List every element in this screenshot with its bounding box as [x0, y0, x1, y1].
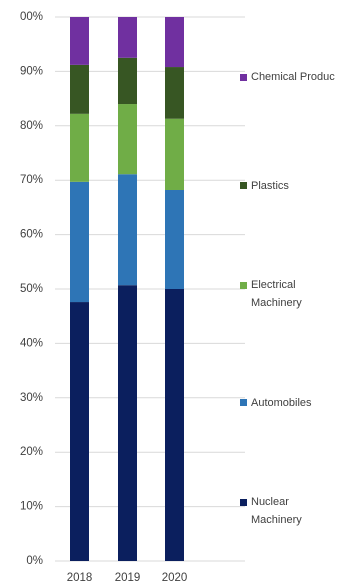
y-tick-label: 40% — [20, 337, 43, 349]
legend-swatch — [240, 399, 247, 406]
legend-item: Plastics — [240, 177, 338, 195]
legend-item: Chemical Produc — [240, 68, 338, 86]
bar-segment — [118, 104, 137, 175]
legend-item: Electrical Machinery — [240, 276, 338, 312]
legend-label: Nuclear Machinery — [251, 496, 302, 526]
bar-segment — [165, 289, 184, 561]
legend-item: Automobiles — [240, 394, 338, 412]
bar-segment — [165, 189, 184, 289]
y-tick-label: 0% — [26, 555, 43, 567]
bar-segment — [70, 113, 89, 182]
x-tick-label: 2019 — [115, 572, 141, 584]
bar-segment — [165, 118, 184, 190]
legend-label: Automobiles — [251, 396, 312, 409]
bar-segment — [165, 17, 184, 68]
legend-swatch — [240, 281, 247, 289]
bar-segment — [118, 174, 137, 286]
bar-segment — [118, 17, 137, 58]
y-tick-label: 30% — [20, 392, 43, 404]
bar-segment — [70, 181, 89, 303]
bar-segment — [70, 64, 89, 114]
y-tick-label: 50% — [20, 283, 43, 295]
bar-segment — [118, 57, 137, 105]
bar-segment — [70, 17, 89, 65]
legend-swatch — [240, 182, 247, 189]
y-tick-label: 60% — [20, 229, 43, 241]
y-tick-label: 70% — [20, 174, 43, 186]
x-tick-label: 2020 — [162, 572, 188, 584]
legend-item: Nuclear Machinery — [240, 493, 338, 529]
y-tick-label: 10% — [20, 501, 43, 513]
y-tick-label: 80% — [20, 120, 43, 132]
bar-segment — [165, 67, 184, 119]
y-tick-label: 90% — [20, 65, 43, 77]
legend-swatch — [240, 73, 247, 81]
legend-label: Electrical Machinery — [251, 279, 302, 309]
bar-segment — [118, 285, 137, 561]
y-tick-label: 00% — [20, 11, 43, 23]
legend-swatch — [240, 498, 247, 506]
y-tick-label: 20% — [20, 446, 43, 458]
x-tick-label: 2018 — [67, 572, 93, 584]
legend-label: Chemical Produc — [251, 71, 335, 83]
bar-segment — [70, 302, 89, 561]
legend-label: Plastics — [251, 179, 289, 192]
